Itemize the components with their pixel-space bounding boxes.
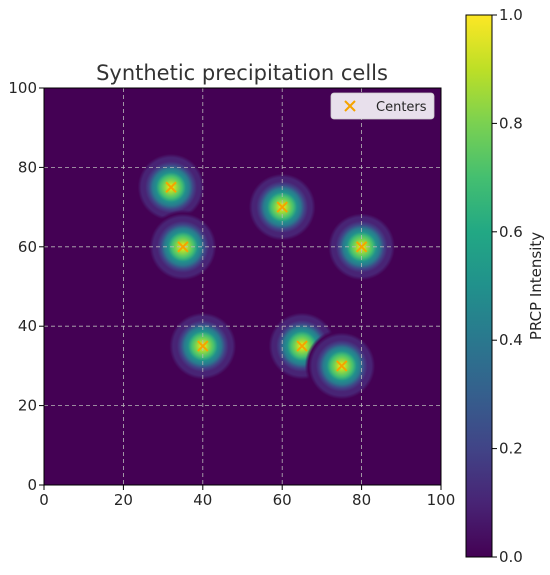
colorbar-tick-label: 1.0: [499, 6, 523, 24]
colorbar-axis: 0.0 0.2 0.4 0.6 0.8 1.0: [492, 6, 523, 566]
center-marker: [165, 181, 177, 193]
center-marker: [276, 201, 288, 213]
colorbar-label: PRCP Intensity: [527, 232, 545, 340]
plot-frame: [43, 87, 442, 486]
y-tick-label: 80: [18, 158, 37, 176]
legend-marker-x: [344, 100, 356, 112]
precipitation-cells: [126, 142, 407, 411]
chart-title: Synthetic precipitation cells: [96, 61, 388, 85]
legend: Centers: [330, 92, 435, 120]
center-marker: [197, 340, 209, 352]
center-marker: [355, 241, 368, 253]
y-tick-label: 0: [27, 476, 37, 494]
y-tick-label: 20: [18, 397, 37, 415]
y-axis: 0 20 40 60 80 100: [8, 79, 44, 494]
colorbar-tick-label: 0.0: [499, 548, 523, 566]
y-tick-label: 40: [18, 317, 37, 335]
x-tick-label: 0: [39, 491, 49, 509]
colorbar-tick-label: 0.8: [499, 114, 523, 132]
legend-label: Centers: [376, 100, 427, 115]
x-tick-label: 80: [352, 491, 371, 509]
center-marker: [177, 241, 189, 253]
y-tick-label: 60: [18, 238, 37, 256]
x-axis: 0 20 40 60 80 100: [39, 485, 455, 509]
colorbar-tick-label: 0.2: [499, 440, 523, 458]
grid-lines: [44, 88, 441, 485]
center-marker: [336, 360, 348, 372]
x-tick-label: 20: [114, 491, 133, 509]
y-tick-label: 100: [8, 79, 37, 97]
x-tick-label: 100: [427, 491, 456, 509]
colorbar: [465, 14, 493, 558]
colorbar-tick-label: 0.6: [499, 223, 523, 241]
center-markers: [165, 181, 368, 372]
x-tick-label: 40: [193, 491, 212, 509]
center-marker: [296, 340, 308, 352]
colorbar-tick-label: 0.4: [499, 331, 523, 349]
x-tick-label: 60: [273, 491, 292, 509]
legend-box: [330, 92, 435, 120]
